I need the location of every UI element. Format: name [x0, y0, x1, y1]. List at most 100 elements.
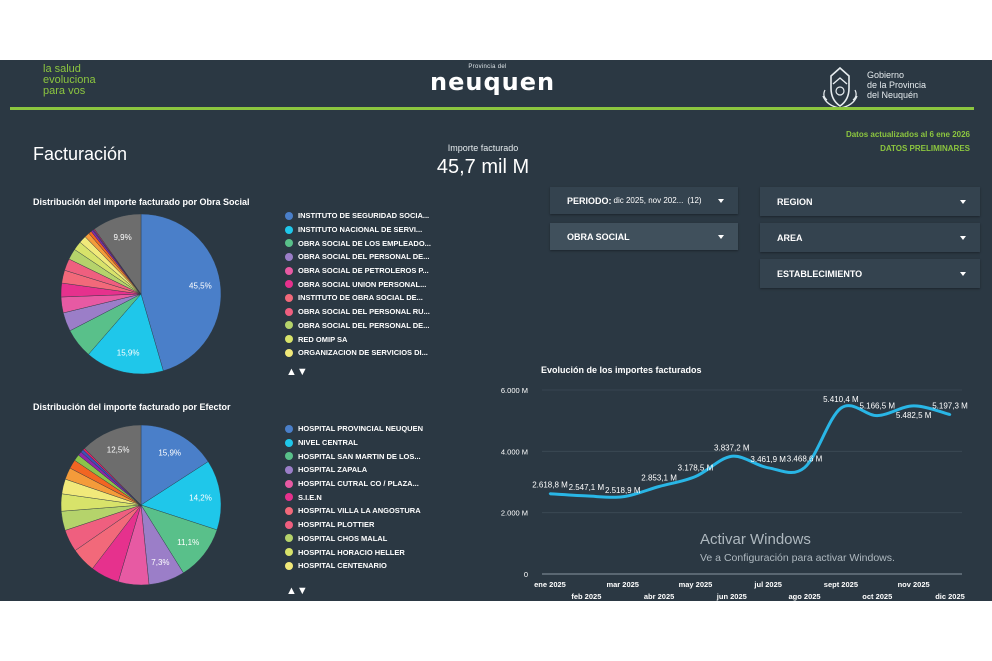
area-filter[interactable]: AREA: [760, 223, 980, 252]
legend-label: HOSPITAL PROVINCIAL NEUQUEN: [298, 424, 424, 434]
legend-item-obra-social[interactable]: OBRA SOCIAL DEL PERSONAL RU...: [285, 305, 431, 319]
point-data-label: 3.468,6 M: [787, 455, 823, 464]
data-point[interactable]: [621, 495, 624, 498]
pager-arrows-efector[interactable]: ▲▼: [286, 585, 308, 597]
data-point[interactable]: [912, 404, 915, 408]
legend-item-efector[interactable]: NIVEL CENTRAL: [285, 436, 423, 450]
pie-slice[interactable]: [94, 213, 142, 295]
tagline-line: evoluciona: [43, 74, 96, 86]
chevron-down-icon: [960, 199, 966, 204]
pie-chart-obra-social[interactable]: 45,5% 15,9% 9,9%: [50, 210, 230, 380]
y-tick-label: 4.000 M: [501, 447, 528, 456]
government-name: Gobierno de la Provincia del Neuquén: [867, 70, 926, 100]
pie-slice[interactable]: [88, 293, 164, 375]
legend-label: OBRA SOCIAL DE LOS EMPLEADO...: [298, 238, 431, 248]
data-point[interactable]: [766, 466, 770, 470]
point-data-label: 3.178,5 M: [678, 464, 714, 473]
x-tick-label: nov 2025: [898, 580, 930, 589]
legend-swatch: [285, 548, 293, 557]
data-point[interactable]: [948, 413, 952, 416]
legend-item-efector[interactable]: HOSPITAL CHOS MALAL: [285, 532, 423, 546]
point-data-label: 3.461,9 M: [750, 455, 786, 464]
point-data-label: 5.197,3 M: [932, 402, 968, 411]
point-data-label: 2.518,9 M: [605, 486, 641, 495]
data-point[interactable]: [548, 492, 552, 495]
pie-chart-efector[interactable]: 15,9% 14,2% 11,1% 7,3% 12,5%: [50, 415, 230, 601]
legend-item-obra-social[interactable]: INSTITUTO DE SEGURIDAD SOCIA...: [285, 209, 431, 223]
header-divider: [10, 107, 974, 110]
obra-social-filter-label: OBRA SOCIAL: [567, 231, 630, 242]
legend-item-efector[interactable]: HOSPITAL PLOTTIER: [285, 518, 423, 532]
data-point[interactable]: [730, 455, 734, 458]
data-point[interactable]: [803, 466, 806, 469]
periodo-label: PERIODO:: [567, 195, 612, 206]
legend-label: INSTITUTO NACIONAL DE SERVI...: [298, 225, 423, 235]
legend-item-obra-social[interactable]: OBRA SOCIAL DE LOS EMPLEADO...: [285, 236, 431, 250]
data-point[interactable]: [839, 406, 843, 410]
legend-item-efector[interactable]: HOSPITAL SAN MARTIN DE LOS...: [285, 449, 423, 463]
coat-of-arms-icon: [822, 66, 858, 109]
legend-label: HOSPITAL CUTRAL CO / PLAZA...: [298, 479, 419, 489]
tagline-line: la salud: [43, 63, 81, 75]
periodo-value: dic 2025, nov 202...: [613, 196, 684, 205]
chevron-down-icon: [960, 271, 966, 276]
legend-swatch: [285, 506, 293, 515]
data-point[interactable]: [876, 414, 879, 417]
legend-item-obra-social[interactable]: INSTITUTO DE OBRA SOCIAL DE...: [285, 291, 431, 305]
x-tick-label: oct 2025: [862, 592, 892, 601]
point-data-label: 5.166,5 M: [859, 402, 895, 411]
legend-swatch: [285, 280, 293, 289]
region-filter[interactable]: REGION: [760, 187, 980, 216]
legend-item-efector[interactable]: HOSPITAL PROVINCIAL NEUQUEN: [285, 422, 423, 436]
line-chart-evolucion[interactable]: 0 2.000 M 4.000 M 6.000 M 2.618,8 M 2.547,1 M…: [490, 378, 980, 601]
pie-slice[interactable]: [140, 424, 209, 506]
legend-item-efector[interactable]: HOSPITAL CENTENARIO: [285, 559, 423, 573]
pie-data-label: 15,9%: [158, 448, 181, 457]
legend-item-efector[interactable]: S.I.E.N: [285, 490, 423, 504]
pie-slice[interactable]: [140, 213, 222, 372]
establecimiento-filter[interactable]: ESTABLECIMIENTO: [760, 259, 980, 288]
legend-swatch: [285, 465, 293, 474]
pie-data-label: 9,9%: [113, 233, 131, 242]
legend-item-obra-social[interactable]: OBRA SOCIAL DE PETROLEROS P...: [285, 264, 431, 278]
legend-swatch: [285, 239, 293, 248]
point-data-label: 2.547,1 M: [569, 483, 605, 492]
x-tick-label: ene 2025: [534, 580, 566, 589]
legend-label: OBRA SOCIAL DEL PERSONAL RU...: [298, 307, 430, 317]
area-filter-label: AREA: [777, 232, 803, 243]
pie-slice[interactable]: [84, 424, 142, 506]
periodo-filter[interactable]: PERIODO: dic 2025, nov 202... (12): [550, 187, 738, 214]
legend-swatch: [285, 321, 293, 330]
series-line[interactable]: [549, 404, 951, 499]
legend-item-obra-social[interactable]: OBRA SOCIAL DEL PERSONAL DE...: [285, 250, 431, 264]
data-point[interactable]: [657, 485, 661, 488]
legend-item-obra-social[interactable]: RED OMIP SA: [285, 332, 431, 346]
updated-text: Datos actualizados al 6 ene 2026: [845, 130, 970, 139]
legend-item-obra-social[interactable]: INSTITUTO NACIONAL DE SERVI...: [285, 223, 431, 237]
legend-label: HOSPITAL ZAPALA: [298, 465, 368, 475]
legend-item-efector[interactable]: HOSPITAL HORACIO HELLER: [285, 545, 423, 559]
data-point[interactable]: [585, 494, 588, 498]
pie-slice[interactable]: [140, 461, 222, 531]
legend-label: OBRA SOCIAL DEL PERSONAL DE...: [298, 252, 430, 262]
legend-item-obra-social[interactable]: OBRA SOCIAL DEL PERSONAL DE...: [285, 319, 431, 333]
legend-efector: HOSPITAL PROVINCIAL NEUQUEN NIVEL CENTRAL…: [285, 422, 423, 573]
pie-efector-title: Distribución del importe facturado por E…: [33, 402, 231, 412]
legend-item-efector[interactable]: HOSPITAL VILLA LA ANGOSTURA: [285, 504, 423, 518]
obra-social-filter[interactable]: OBRA SOCIAL: [550, 223, 738, 250]
pager-arrows-obra[interactable]: ▲▼: [286, 366, 308, 378]
legend-label: HOSPITAL SAN MARTIN DE LOS...: [298, 451, 421, 461]
x-tick-label: abr 2025: [644, 592, 674, 601]
dashboard: la salud evoluciona para vos Provincia d…: [0, 60, 992, 601]
x-tick-label: jun 2025: [716, 592, 747, 601]
point-data-label: 5.482,5 M: [896, 411, 932, 420]
legend-swatch: [285, 348, 293, 357]
legend-item-efector[interactable]: HOSPITAL CUTRAL CO / PLAZA...: [285, 477, 423, 491]
legend-swatch: [285, 293, 293, 302]
data-point[interactable]: [694, 475, 697, 478]
government-logo: Gobierno de la Provincia del Neuquén: [819, 66, 926, 115]
legend-item-obra-social[interactable]: OBRA SOCIAL UNION PERSONAL...: [285, 277, 431, 291]
legend-item-efector[interactable]: HOSPITAL ZAPALA: [285, 463, 423, 477]
legend-swatch: [285, 211, 293, 220]
legend-item-obra-social[interactable]: ORGANIZACION DE SERVICIOS DI...: [285, 346, 431, 360]
